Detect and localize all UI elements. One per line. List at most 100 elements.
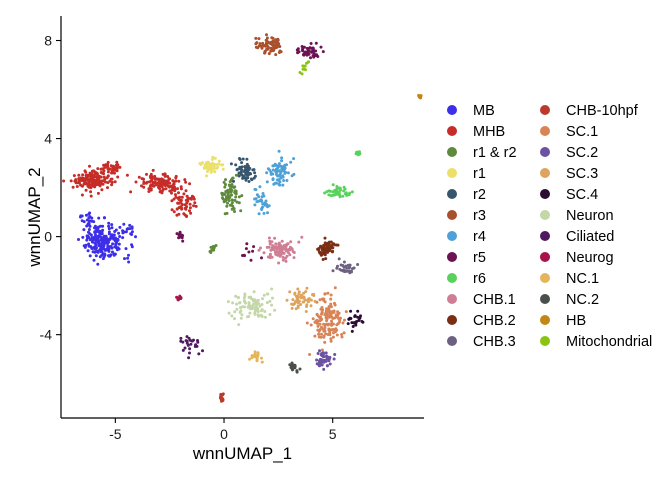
scatter-point bbox=[72, 174, 76, 178]
scatter-point bbox=[239, 170, 243, 174]
scatter-point bbox=[247, 180, 251, 183]
scatter-point bbox=[233, 198, 237, 202]
scatter-point bbox=[231, 176, 235, 180]
scatter-point bbox=[252, 354, 255, 358]
scatter-point bbox=[150, 179, 154, 183]
scatter-point bbox=[343, 318, 346, 322]
scatter-point bbox=[323, 325, 327, 329]
scatter-point bbox=[122, 222, 126, 226]
scatter-point bbox=[153, 174, 157, 178]
scatter-point bbox=[241, 157, 245, 161]
scatter-point bbox=[309, 298, 313, 302]
scatter-point bbox=[261, 192, 265, 195]
scatter-point bbox=[250, 306, 254, 310]
scatter-point bbox=[117, 231, 121, 235]
scatter-point bbox=[279, 171, 283, 175]
scatter-point bbox=[99, 181, 103, 185]
scatter-point bbox=[240, 313, 244, 317]
scatter-point bbox=[153, 177, 157, 181]
scatter-point bbox=[318, 298, 322, 302]
scatter-point bbox=[281, 258, 285, 262]
scatter-point bbox=[166, 175, 170, 178]
scatter-point bbox=[71, 185, 75, 189]
scatter-point bbox=[81, 235, 85, 239]
scatter-point bbox=[108, 179, 112, 183]
scatter-point bbox=[235, 307, 239, 311]
scatter-point bbox=[265, 44, 269, 48]
scatter-point bbox=[106, 186, 109, 190]
scatter-point bbox=[332, 242, 336, 246]
scatter-point bbox=[324, 257, 328, 261]
series-chb-3 bbox=[331, 257, 360, 275]
scatter-point bbox=[279, 243, 282, 247]
scatter-point bbox=[256, 310, 260, 313]
scatter-point bbox=[266, 205, 269, 209]
scatter-point bbox=[95, 250, 99, 254]
scatter-point bbox=[262, 211, 266, 215]
scatter-point bbox=[215, 166, 218, 170]
legend-item: r6 bbox=[447, 271, 486, 287]
scatter-point bbox=[140, 184, 143, 188]
scatter-point bbox=[160, 183, 164, 187]
scatter-point bbox=[94, 247, 98, 251]
scatter-point bbox=[179, 185, 183, 189]
scatter-point bbox=[280, 165, 284, 169]
scatter-point bbox=[244, 176, 248, 180]
scatter-point bbox=[293, 292, 297, 296]
scatter-point bbox=[87, 244, 91, 248]
scatter-point bbox=[232, 186, 236, 189]
scatter-point bbox=[75, 185, 79, 188]
scatter-point bbox=[241, 305, 245, 309]
scatter-point bbox=[340, 333, 344, 336]
scatter-point bbox=[307, 49, 311, 53]
scatter-point bbox=[115, 241, 118, 245]
scatter-point bbox=[334, 313, 338, 317]
scatter-point bbox=[104, 236, 108, 240]
scatter-point bbox=[127, 260, 131, 264]
scatter-point bbox=[323, 340, 327, 344]
scatter-point bbox=[221, 392, 225, 396]
scatter-point bbox=[286, 171, 290, 175]
scatter-point bbox=[304, 310, 308, 313]
scatter-point bbox=[274, 242, 278, 246]
scatter-point bbox=[347, 263, 351, 267]
scatter-point bbox=[303, 51, 306, 55]
scatter-point bbox=[201, 349, 204, 353]
scatter-point bbox=[277, 51, 281, 54]
scatter-point bbox=[286, 248, 290, 252]
legend-label: r4 bbox=[473, 229, 486, 245]
scatter-point bbox=[255, 200, 259, 204]
scatter-point bbox=[214, 244, 218, 247]
scatter-point bbox=[240, 161, 244, 165]
scatter-point bbox=[321, 297, 324, 301]
legend-key bbox=[447, 189, 457, 199]
scatter-point bbox=[327, 246, 331, 250]
scatter-point bbox=[305, 321, 309, 325]
scatter-point bbox=[268, 256, 272, 260]
scatter-point bbox=[110, 183, 114, 187]
scatter-point bbox=[333, 316, 337, 320]
scatter-point bbox=[227, 311, 231, 315]
scatter-point bbox=[247, 250, 251, 254]
scatter-point bbox=[103, 177, 107, 181]
scatter-point bbox=[180, 203, 184, 207]
scatter-point bbox=[277, 44, 281, 48]
scatter-point bbox=[325, 317, 329, 321]
scatter-point bbox=[118, 165, 122, 169]
scatter-point bbox=[271, 49, 275, 53]
scatter-point bbox=[312, 292, 316, 296]
scatter-point bbox=[237, 171, 241, 175]
scatter-point bbox=[247, 295, 251, 299]
scatter-point bbox=[99, 247, 103, 251]
scatter-point bbox=[309, 56, 312, 60]
legend-item: SC.1 bbox=[540, 124, 598, 140]
scatter-point bbox=[285, 163, 288, 167]
scatter-point bbox=[173, 186, 176, 190]
scatter-point bbox=[314, 54, 318, 58]
scatter-point bbox=[257, 212, 261, 216]
scatter-point bbox=[175, 232, 179, 236]
scatter-point bbox=[261, 44, 265, 48]
scatter-point bbox=[223, 185, 227, 189]
scatter-point bbox=[300, 72, 304, 76]
series-mhb bbox=[62, 160, 198, 218]
